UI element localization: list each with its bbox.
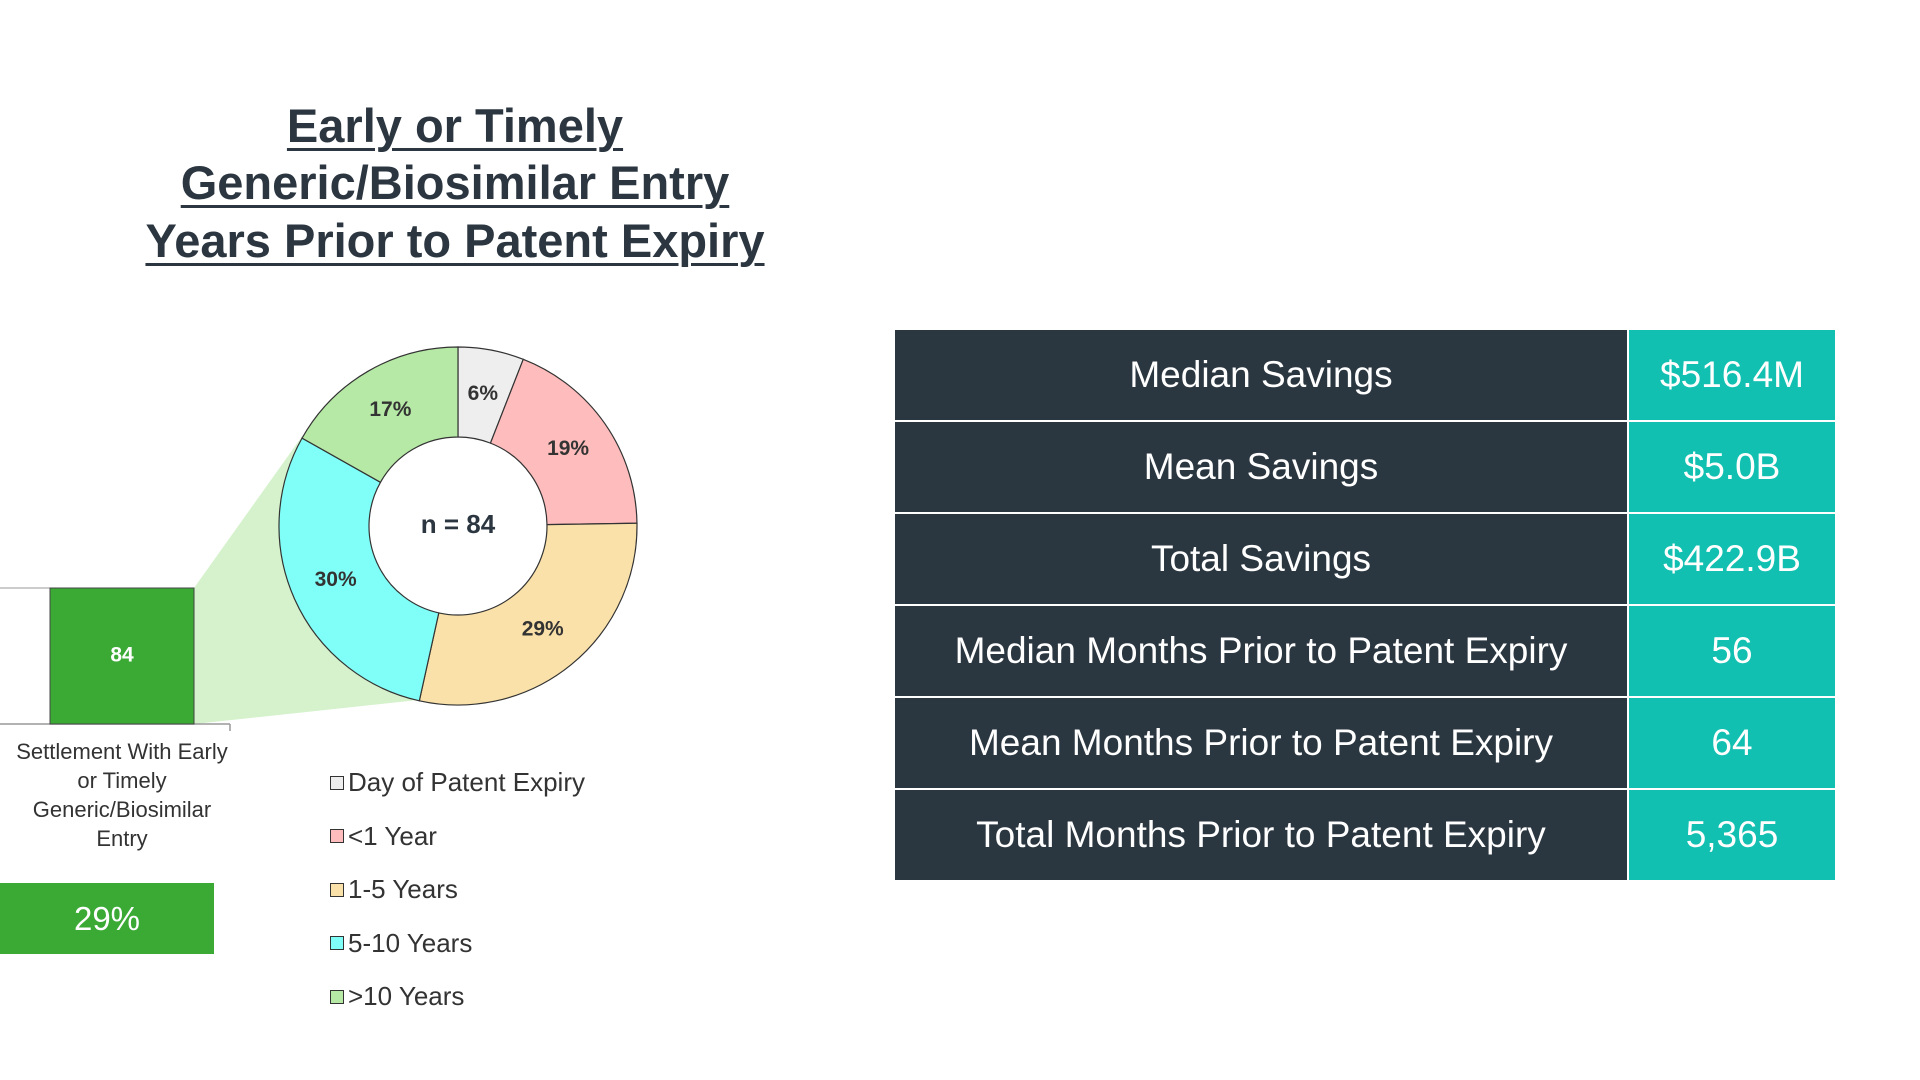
- table-row: Median Savings$516.4M: [894, 329, 1836, 421]
- table-row: Total Months Prior to Patent Expiry5,365: [894, 789, 1836, 881]
- metric-value: 64: [1628, 697, 1836, 789]
- legend-label: 1-5 Years: [348, 874, 458, 905]
- summary-table: Median Savings$516.4MMean Savings$5.0BTo…: [893, 328, 1837, 882]
- slide: Early or Timely Generic/Biosimilar Entry…: [0, 0, 1920, 1080]
- legend-swatch: [330, 829, 344, 843]
- legend-swatch: [330, 776, 344, 790]
- data-label: 6%: [468, 382, 499, 405]
- legend-swatch: [330, 990, 344, 1004]
- metric-value: $516.4M: [1628, 329, 1836, 421]
- legend-item: 1-5 Years: [330, 874, 458, 905]
- metric-name: Median Savings: [894, 329, 1628, 421]
- table-row: Median Months Prior to Patent Expiry56: [894, 605, 1836, 697]
- metric-name: Mean Savings: [894, 421, 1628, 513]
- data-label: 17%: [369, 398, 411, 421]
- legend-label: 5-10 Years: [348, 928, 472, 959]
- metric-value: $422.9B: [1628, 513, 1836, 605]
- table-row: Mean Savings$5.0B: [894, 421, 1836, 513]
- bar-value-label: 84: [110, 644, 134, 667]
- legend-label: <1 Year: [348, 821, 437, 852]
- data-label: 19%: [547, 437, 589, 460]
- metric-name: Total Savings: [894, 513, 1628, 605]
- metric-value: 56: [1628, 605, 1836, 697]
- cropped-bar: [0, 588, 50, 724]
- metric-name: Total Months Prior to Patent Expiry: [894, 789, 1628, 881]
- data-label: 30%: [315, 568, 357, 591]
- legend-item: 5-10 Years: [330, 928, 472, 959]
- data-label: 29%: [522, 617, 564, 640]
- donut-slice: [419, 523, 637, 705]
- legend-item: Day of Patent Expiry: [330, 767, 585, 798]
- table-row: Total Savings$422.9B: [894, 513, 1836, 605]
- legend-swatch: [330, 883, 344, 897]
- legend-label: Day of Patent Expiry: [348, 767, 585, 798]
- center-annotation: n = 84: [421, 509, 496, 539]
- legend-label: >10 Years: [348, 981, 464, 1012]
- metric-value: 5,365: [1628, 789, 1836, 881]
- table-row: Mean Months Prior to Patent Expiry64: [894, 697, 1836, 789]
- legend-swatch: [330, 936, 344, 950]
- metric-name: Mean Months Prior to Patent Expiry: [894, 697, 1628, 789]
- metric-value: $5.0B: [1628, 421, 1836, 513]
- bar-category-label: Settlement With Early or Timely Generic/…: [12, 737, 232, 853]
- metric-name: Median Months Prior to Patent Expiry: [894, 605, 1628, 697]
- highlight-box: 29%: [0, 883, 214, 954]
- legend-item: <1 Year: [330, 821, 437, 852]
- legend-item: >10 Years: [330, 981, 464, 1012]
